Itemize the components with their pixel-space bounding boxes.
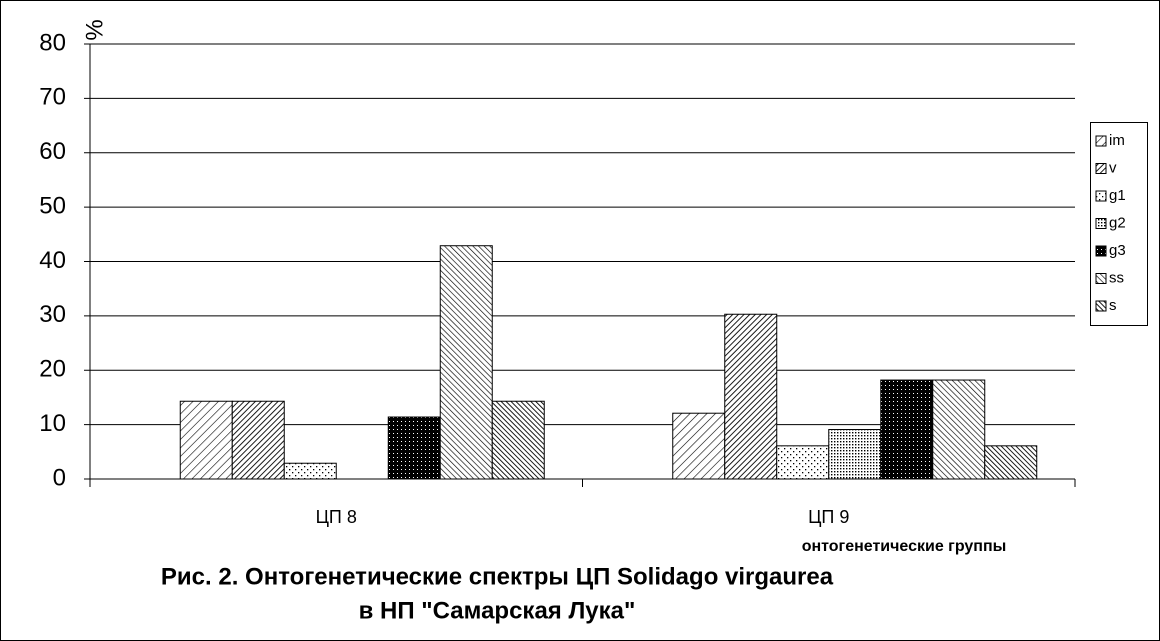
- bar: [932, 379, 986, 480]
- bar: [179, 400, 233, 480]
- bar: [984, 445, 1038, 480]
- y-tick-label: 10: [39, 410, 66, 437]
- legend-label: im: [1109, 132, 1125, 149]
- y-tick-label: 80: [39, 29, 66, 56]
- y-tick-label: 70: [39, 84, 66, 111]
- x-tick-label: ЦП 9: [808, 507, 849, 527]
- bar: [880, 379, 934, 480]
- y-tick-label: 30: [39, 301, 66, 328]
- legend-swatch: [1095, 163, 1107, 174]
- bar: [724, 313, 778, 480]
- legend-label: g3: [1109, 242, 1126, 259]
- y-axis-label: %: [81, 19, 108, 40]
- bar: [491, 400, 545, 480]
- legend-label: s: [1109, 297, 1117, 314]
- bar: [828, 429, 882, 480]
- x-axis-label: онтогенетические группы: [802, 538, 1007, 555]
- chart-title: в НП "Самарская Лука": [359, 597, 636, 624]
- bar: [776, 445, 830, 480]
- bar: [283, 462, 337, 480]
- legend-swatch: [1095, 245, 1107, 257]
- bar: [387, 416, 441, 480]
- bar: [672, 412, 726, 480]
- y-tick-label: 50: [39, 192, 66, 219]
- legend-swatch: [1095, 218, 1107, 229]
- y-tick-label: 20: [39, 356, 66, 383]
- legend-label: g2: [1109, 214, 1126, 231]
- chart-title: Рис. 2. Онтогенетические спектры ЦП Soli…: [161, 563, 834, 590]
- y-tick-label: 60: [39, 138, 66, 165]
- bar: [231, 400, 285, 480]
- legend-label: v: [1109, 159, 1117, 176]
- legend-swatch: [1095, 300, 1107, 312]
- legend-swatch: [1095, 273, 1107, 284]
- legend-swatch: [1095, 135, 1107, 147]
- legend-swatch: [1095, 190, 1107, 202]
- x-tick-label: ЦП 8: [316, 507, 357, 527]
- y-tick-label: 0: [53, 464, 66, 491]
- legend-label: g1: [1109, 187, 1126, 204]
- bar: [439, 245, 493, 480]
- legend-label: ss: [1109, 269, 1124, 286]
- y-tick-label: 40: [39, 247, 66, 274]
